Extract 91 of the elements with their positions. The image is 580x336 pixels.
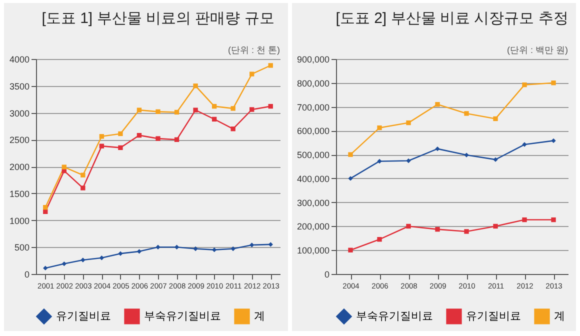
y-tick-label: 2000	[9, 162, 30, 172]
legend-label: 유기질비료	[56, 310, 111, 322]
y-tick-label: 3000	[9, 108, 30, 118]
point	[99, 144, 104, 148]
legend-label: 계	[554, 310, 565, 322]
point	[118, 131, 123, 136]
point	[464, 152, 469, 158]
point	[435, 102, 440, 107]
point	[118, 251, 123, 256]
point	[493, 116, 498, 122]
point	[522, 217, 527, 222]
point	[99, 134, 104, 139]
legend-label: 유기질비료	[466, 310, 521, 322]
point	[348, 152, 353, 157]
chart-subtitle: (단위 : 백만 원)	[507, 45, 568, 55]
point	[377, 158, 382, 164]
point	[493, 157, 498, 162]
point	[43, 266, 48, 270]
point	[435, 146, 440, 152]
point	[250, 72, 254, 76]
point	[268, 63, 273, 68]
point	[193, 84, 198, 88]
legend-label: 부숙유기질비료	[356, 310, 433, 322]
point	[156, 244, 160, 250]
point	[136, 108, 142, 112]
y-tick-label: 800,000	[296, 78, 330, 88]
point	[493, 224, 498, 229]
point	[406, 224, 411, 229]
point	[136, 249, 142, 254]
point	[464, 229, 469, 234]
y-tick-label: 3500	[9, 81, 30, 92]
point	[230, 126, 236, 132]
point	[348, 176, 353, 181]
y-tick-label: 900,000	[296, 54, 330, 64]
y-tick-label: 1500	[9, 188, 30, 199]
point	[174, 137, 180, 142]
point	[268, 104, 273, 109]
y-tick-label: 4000	[9, 54, 30, 64]
point	[212, 116, 217, 122]
point	[230, 246, 236, 252]
y-tick-label: 0	[24, 270, 30, 280]
point	[464, 111, 469, 116]
point	[250, 107, 254, 112]
chart-title: [도표 1] 부산물 비료의 판매량 규모	[42, 10, 274, 27]
point	[348, 248, 353, 252]
point	[136, 132, 142, 138]
point	[156, 109, 160, 114]
y-tick-label: 2500	[9, 135, 30, 146]
point	[406, 120, 411, 126]
y-tick-label: 700,000	[296, 102, 330, 112]
point	[43, 205, 48, 210]
chart-subtitle: (단위 : 천 톤)	[228, 45, 280, 55]
y-tick-label: 1000	[9, 216, 30, 226]
point	[377, 125, 382, 130]
point	[80, 172, 86, 178]
y-tick-label: 400,000	[296, 174, 330, 184]
point	[212, 104, 217, 109]
legend-label: 부숙유기질비료	[144, 310, 221, 322]
point	[62, 164, 66, 170]
point	[551, 138, 556, 144]
point	[156, 136, 160, 141]
y-tick-label: 500,000	[296, 150, 330, 160]
point	[551, 217, 556, 222]
point	[43, 209, 48, 214]
point	[193, 246, 198, 252]
point	[212, 247, 217, 252]
point	[62, 261, 66, 266]
point	[435, 226, 440, 232]
point	[377, 237, 382, 242]
point	[174, 244, 180, 250]
y-tick-label: 600,000	[296, 126, 330, 136]
point	[268, 242, 273, 247]
point	[250, 242, 254, 248]
y-tick-label: 0	[324, 270, 330, 280]
point	[551, 80, 556, 86]
point	[522, 142, 527, 147]
chart-title: [도표 2] 부산물 비료 시장규모 추정	[336, 10, 568, 27]
point	[522, 82, 527, 88]
y-tick-label: 500	[14, 242, 30, 253]
point	[230, 106, 236, 111]
y-tick-label: 300,000	[296, 198, 330, 208]
point	[80, 186, 86, 190]
point	[193, 108, 198, 112]
point	[174, 110, 180, 115]
point	[80, 258, 86, 262]
legend-label: 계	[254, 310, 265, 322]
point	[406, 158, 411, 164]
y-tick-label: 100,000	[296, 246, 330, 256]
point	[99, 256, 104, 260]
y-tick-label: 200,000	[296, 222, 330, 232]
point	[118, 145, 123, 150]
